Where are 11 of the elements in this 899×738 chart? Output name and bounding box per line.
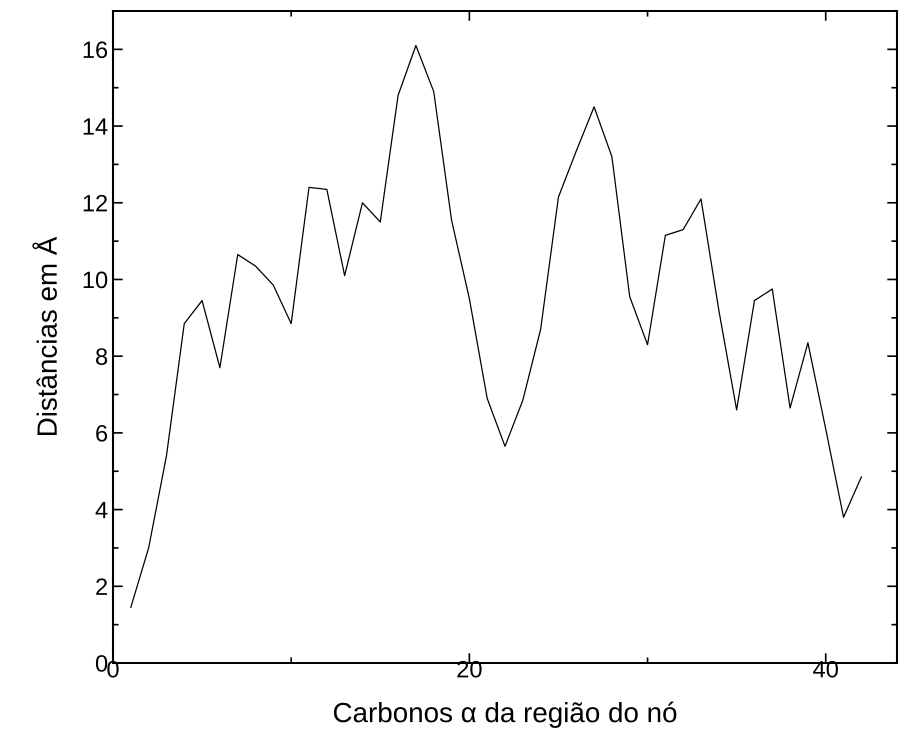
y-axis-title: Distâncias em Å (32, 236, 57, 436)
y-tick-label: 4 (96, 502, 108, 518)
y-tick-label: 14 (84, 118, 108, 135)
y-tick-label: 16 (84, 41, 108, 58)
y-tick-label: 12 (84, 194, 107, 212)
x-axis-title: Carbonos α da região do nó (334, 702, 676, 728)
line-series (130, 44, 862, 608)
y-tick-label: 6 (96, 424, 108, 442)
y-tick-label: 8 (96, 348, 108, 365)
y-tick-label: 2 (96, 578, 107, 595)
y-tick-label: 10 (84, 272, 108, 288)
